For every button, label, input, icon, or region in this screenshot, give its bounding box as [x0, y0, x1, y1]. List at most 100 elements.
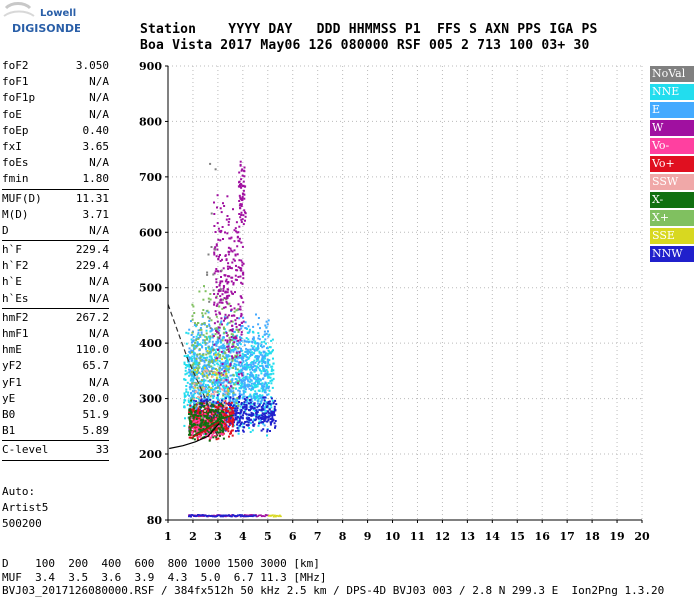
data-point	[230, 408, 233, 411]
data-point	[272, 357, 274, 360]
data-point	[234, 403, 237, 406]
data-point	[262, 406, 265, 409]
data-point	[244, 366, 247, 369]
data-point	[249, 366, 252, 369]
data-point	[260, 405, 263, 408]
data-point	[215, 429, 218, 432]
data-point	[249, 401, 252, 404]
legend-item-w: W	[650, 120, 694, 136]
data-point	[255, 347, 258, 350]
data-point	[192, 405, 195, 408]
data-point	[195, 371, 198, 374]
data-point	[253, 345, 256, 348]
data-point	[189, 385, 192, 388]
data-point	[241, 352, 244, 355]
data-point	[186, 393, 189, 396]
data-point	[218, 370, 221, 373]
data-point	[247, 380, 250, 383]
data-point	[213, 417, 216, 420]
data-point	[220, 388, 223, 391]
data-point	[236, 360, 239, 363]
data-point	[236, 423, 239, 426]
data-point	[237, 347, 240, 350]
data-point	[239, 412, 242, 415]
param-label: foE	[2, 107, 22, 121]
data-point	[220, 345, 223, 348]
data-point	[274, 420, 277, 422]
data-point	[254, 365, 257, 368]
data-point	[251, 406, 254, 409]
data-point	[241, 422, 244, 425]
data-point	[226, 291, 229, 294]
data-point	[206, 419, 209, 422]
data-point	[208, 403, 211, 406]
data-point	[197, 419, 200, 422]
autoscale-line1: Auto:	[2, 485, 36, 498]
data-point	[193, 324, 196, 327]
data-point	[235, 381, 237, 384]
data-point	[268, 359, 271, 362]
data-point	[236, 421, 239, 424]
param-label: hmF1	[2, 327, 29, 340]
data-point	[240, 169, 243, 172]
data-point	[240, 198, 243, 201]
data-point	[232, 417, 235, 420]
data-point	[228, 302, 231, 305]
data-point	[198, 362, 201, 364]
data-point	[187, 354, 189, 357]
data-point	[197, 408, 200, 411]
data-point	[264, 357, 267, 360]
data-point	[235, 405, 238, 408]
data-point	[257, 343, 260, 346]
data-point	[200, 406, 202, 409]
data-point	[223, 399, 226, 402]
data-point	[196, 386, 199, 389]
data-point	[189, 388, 192, 391]
data-point	[223, 344, 226, 347]
data-point	[193, 409, 196, 412]
data-point	[212, 405, 215, 408]
data-point	[195, 335, 198, 338]
data-point	[250, 407, 253, 410]
data-point	[237, 275, 240, 278]
param-label: h`E	[2, 275, 22, 289]
data-point	[203, 361, 206, 364]
data-point	[219, 334, 222, 337]
data-point	[198, 428, 201, 431]
data-point	[225, 259, 228, 262]
data-point	[269, 380, 272, 383]
data-point	[252, 361, 255, 364]
data-point	[240, 372, 243, 375]
legend-item-vo: Vo-	[650, 138, 694, 154]
data-point	[245, 376, 247, 379]
data-point	[259, 327, 261, 330]
data-point	[214, 384, 216, 386]
low-trace-point	[235, 515, 238, 517]
data-point	[220, 426, 223, 429]
data-point	[196, 367, 198, 370]
data-point	[231, 421, 234, 423]
o-trace-line	[190, 421, 220, 440]
data-point	[206, 356, 208, 359]
data-point	[267, 393, 270, 396]
data-point	[231, 425, 234, 428]
data-point	[242, 390, 245, 393]
legend-item-noval: NoVal	[650, 66, 694, 82]
data-point	[270, 422, 272, 424]
data-point	[211, 383, 214, 385]
data-point	[189, 350, 192, 353]
data-point	[244, 384, 247, 387]
data-point	[212, 436, 215, 439]
data-point	[255, 367, 258, 370]
data-point	[194, 410, 196, 413]
param-row: B0 51.9	[2, 407, 109, 423]
data-point	[193, 385, 196, 388]
data-point	[205, 369, 208, 372]
data-point	[216, 394, 219, 397]
data-point	[194, 370, 197, 373]
data-point	[193, 402, 195, 405]
data-point	[243, 411, 246, 413]
low-trace-point	[215, 515, 218, 517]
data-point	[201, 432, 204, 435]
data-point	[245, 388, 247, 391]
